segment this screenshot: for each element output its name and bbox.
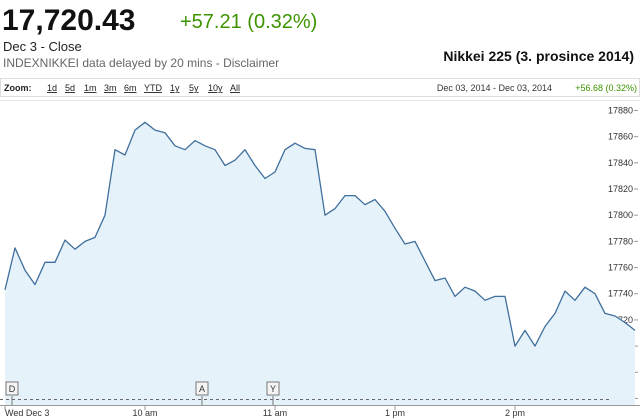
zoom-range-link[interactable]: YTD: [144, 83, 163, 93]
flag-box[interactable]: [195, 381, 209, 396]
zoom-range-link[interactable]: All: [230, 83, 240, 93]
range-change: +56.68 (0.32%): [575, 83, 637, 93]
zoom-range-link[interactable]: 1m: [84, 83, 97, 93]
x-tick-label: 10 am: [132, 408, 157, 418]
y-tick-label: 17860: [608, 132, 633, 142]
y-tick-label: 17820: [608, 184, 633, 194]
y-tick-label: 17880: [608, 105, 633, 115]
flag-label[interactable]: A: [199, 384, 205, 394]
zoom-range-link[interactable]: 1d: [47, 83, 57, 93]
zoom-range-link[interactable]: 10y: [208, 83, 223, 93]
zoom-range-link[interactable]: 5y: [189, 83, 199, 93]
flag-box[interactable]: [5, 381, 19, 396]
price: 17,720.43: [2, 4, 135, 37]
chart-title: Nikkei 225 (3. prosince 2014): [443, 48, 634, 64]
y-tick-label: 17780: [608, 236, 633, 246]
y-tick-label: 17800: [608, 210, 633, 220]
flag-box[interactable]: [266, 381, 280, 396]
zoom-label: Zoom:: [4, 83, 32, 93]
flag-label[interactable]: Y: [270, 384, 276, 394]
plot: 1766017680177001772017740177601778017800…: [0, 105, 640, 418]
area-fill: [5, 122, 635, 406]
status: Dec 3 - Close: [3, 39, 82, 54]
y-tick-label: 17760: [608, 263, 633, 273]
zoom-range-link[interactable]: 5d: [65, 83, 75, 93]
x-tick-label: Wed Dec 3: [5, 408, 49, 418]
y-tick-label: 17740: [608, 289, 633, 299]
date-range: Dec 03, 2014 - Dec 03, 2014: [437, 83, 552, 93]
zoom-range-link[interactable]: 6m: [124, 83, 137, 93]
x-tick-label: 11 am: [263, 408, 287, 418]
y-tick-label: 17840: [608, 158, 633, 168]
zoom-range-link[interactable]: 1y: [170, 83, 180, 93]
flag-label[interactable]: D: [9, 384, 16, 394]
zoom-range-link[interactable]: 3m: [104, 83, 117, 93]
zoom-ranges: 1d 5d 1m 3m 6m YTD 1y 5y 10y All: [47, 83, 240, 93]
source-note: INDEXNIKKEI data delayed by 20 mins - Di…: [3, 56, 279, 70]
x-tick-label: 2 pm: [505, 408, 525, 418]
price-change: +57.21 (0.32%): [180, 11, 317, 33]
x-tick-label: 1 pm: [385, 408, 405, 418]
price-line: [4, 121, 636, 347]
